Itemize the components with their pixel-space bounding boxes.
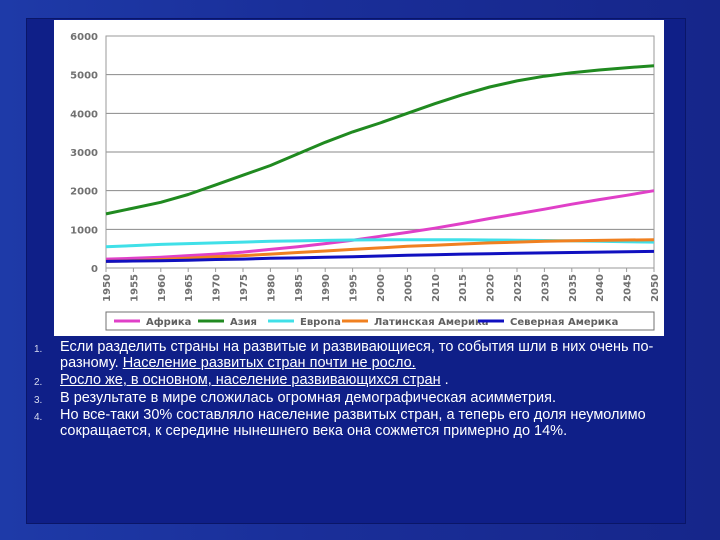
x-tick-label: 2030 <box>540 274 551 302</box>
bullet-item-3: 3. В результате в мире сложилась огромна… <box>34 389 674 407</box>
bullet-text-after: . <box>440 372 449 388</box>
legend-box <box>105 311 655 331</box>
x-tick-label: 2050 <box>650 274 661 302</box>
legend-label: Африка <box>146 316 191 328</box>
y-tick-label: 3000 <box>70 148 98 159</box>
x-tick-label: 2045 <box>623 274 634 302</box>
legend-label: Северная Америка <box>510 317 618 328</box>
x-tick-label: 1955 <box>129 274 140 302</box>
bullet-item-2: 2. Росло же, в основном, население разви… <box>34 372 674 389</box>
bullet-text-underlined: Росло же, в основном, население развиваю… <box>60 372 441 388</box>
x-tick-label: 1950 <box>102 274 113 302</box>
bullet-text: В результате в мире сложилась огромная д… <box>60 389 556 406</box>
series-line-2 <box>105 64 655 216</box>
series-line-1 <box>105 189 655 261</box>
series-line-4 <box>105 238 655 263</box>
bullet-text: Но все-таки 30% составляло население раз… <box>60 407 646 439</box>
bullet-text-underlined: Население развитых стран почти не росло. <box>122 354 416 371</box>
x-tick-label: 1965 <box>184 274 195 302</box>
x-tick-label: 2040 <box>595 274 606 302</box>
legend-label: Европа <box>300 317 341 328</box>
bullet-text-area: 1. Если разделить страны на развитые и р… <box>34 339 674 520</box>
chart-container: 0 1000 2000 3000 4000 5000 6000 1950 1955 1960 196… <box>54 20 664 336</box>
y-tick-label: 6000 <box>70 32 98 43</box>
legend-label: Азия <box>230 317 257 328</box>
bullet-item-4: 4. Но все-таки 30% составляло население … <box>34 407 674 439</box>
y-tick-label: 4000 <box>70 109 98 120</box>
x-tick-label: 2000 <box>376 274 387 302</box>
y-tick-label: 2000 <box>70 187 98 198</box>
bullet-text: Если разделить страны на развитые и разв… <box>60 339 654 371</box>
x-tick-label: 1970 <box>212 274 223 302</box>
x-tick-label: 2015 <box>458 274 469 302</box>
bullet-number: 4. <box>34 412 43 423</box>
x-tick-label: 1975 <box>239 274 250 302</box>
y-tick-label: 1000 <box>70 225 98 236</box>
x-tick-label: 2020 <box>486 274 497 302</box>
x-tick-label: 1985 <box>294 274 305 302</box>
x-tick-label: 2005 <box>403 274 414 302</box>
legend-label: Латинская Америка <box>374 317 489 328</box>
x-tick-label: 1980 <box>266 274 277 302</box>
y-tick-label: 0 <box>91 264 98 275</box>
population-line-chart: 0 1000 2000 3000 4000 5000 6000 1950 1955 1960 196… <box>70 32 661 331</box>
y-tick-label: 5000 <box>70 71 98 82</box>
x-tick-label: 1995 <box>349 274 360 302</box>
x-tick-label: 2035 <box>568 274 579 302</box>
series-line-5 <box>105 249 655 263</box>
bullet-item-1: 1. Если разделить страны на развитые и р… <box>34 339 674 371</box>
bullet-number: 2. <box>34 377 43 388</box>
bullet-number: 1. <box>34 344 43 355</box>
x-tick-label: 2010 <box>431 274 442 302</box>
x-tick-label: 1990 <box>321 274 332 302</box>
bullet-number: 3. <box>34 394 43 406</box>
x-tick-label: 1960 <box>157 274 168 302</box>
x-tick-label: 2025 <box>513 274 524 302</box>
bullet-list: 1. Если разделить страны на развитые и р… <box>34 339 674 439</box>
